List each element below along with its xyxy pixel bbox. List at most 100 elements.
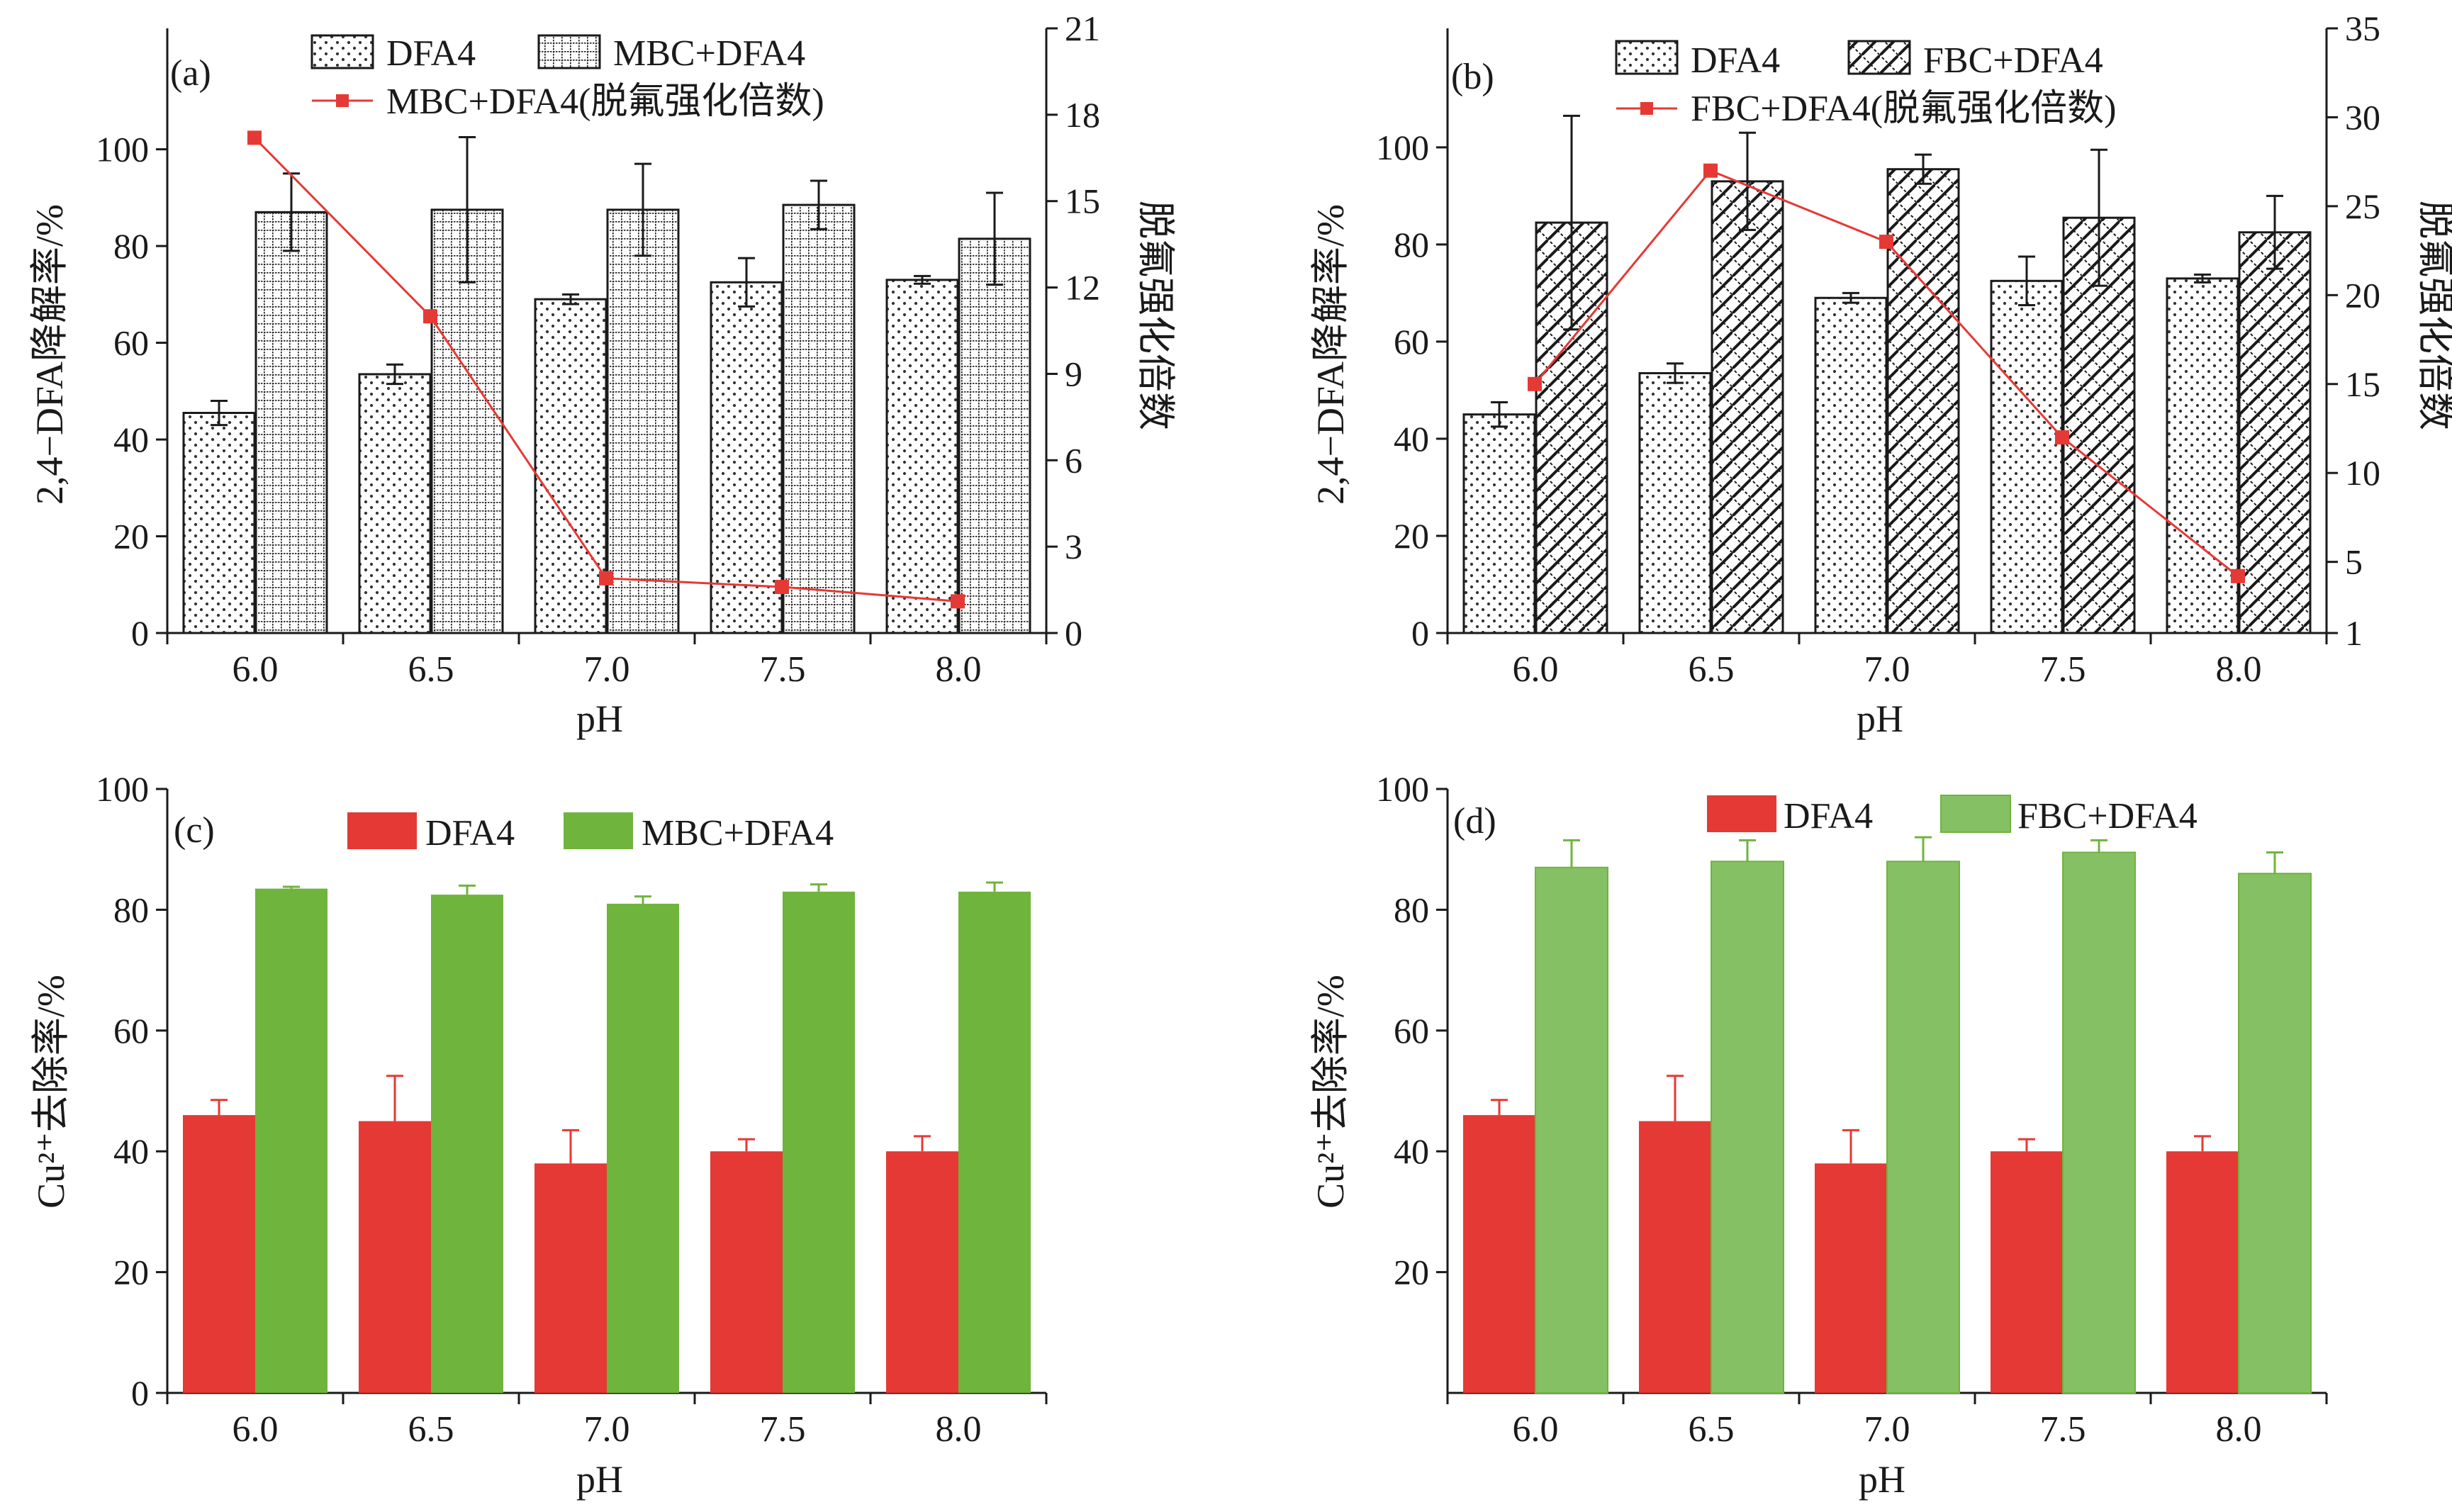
panel-d-label: (d) xyxy=(1453,801,1496,841)
bar xyxy=(2238,231,2312,634)
legend-swatch-dfa4 xyxy=(1707,795,1776,832)
legend-label-fbc-dfa4: FBC+DFA4 xyxy=(1923,40,2103,81)
y2-tick-label: 5 xyxy=(2345,542,2363,582)
y2-tick-label: 30 xyxy=(2345,97,2380,137)
x-tick-label: 6.5 xyxy=(408,649,454,690)
line-marker xyxy=(951,594,965,609)
y-tick-label: 40 xyxy=(1394,419,1429,459)
line-marker xyxy=(1879,235,1893,250)
y-tick-label: 0 xyxy=(131,1373,149,1413)
bar xyxy=(606,208,680,634)
y-tick-label: 80 xyxy=(1394,890,1429,929)
line-marker xyxy=(775,580,789,595)
bar xyxy=(710,1151,783,1393)
y2-tick-label: 9 xyxy=(1065,354,1082,393)
y2-tick-label: 15 xyxy=(1065,181,1100,221)
legend-swatch-dfa4 xyxy=(1615,40,1679,75)
bar xyxy=(359,1121,431,1393)
y-tick-label: 60 xyxy=(1394,322,1429,362)
line-marker xyxy=(423,309,437,324)
panel-a-y2-axis-title: 脱氟强化倍数 xyxy=(1134,201,1177,430)
panel-a-x-axis-title: pH xyxy=(576,698,623,740)
panel-b-x-axis-title: pH xyxy=(1857,698,1903,740)
bar xyxy=(534,1163,607,1393)
legend-label-dfa4: DFA4 xyxy=(1691,40,1780,81)
bar xyxy=(783,891,855,1393)
panel-a-label: (a) xyxy=(170,53,211,94)
panel-b-label: (b) xyxy=(1451,57,1494,97)
panel-c-x-axis-title: pH xyxy=(576,1458,623,1501)
x-tick-label: 7.0 xyxy=(1864,649,1910,690)
y-tick-label: 100 xyxy=(1376,128,1429,167)
panel-b: (b) 2,4−DFA降解率/% 脱氟强化倍数 pH DFA4 FBC+DFA4… xyxy=(1309,9,2452,740)
x-tick-label: 7.0 xyxy=(584,649,630,690)
bar xyxy=(607,903,679,1393)
y2-tick-label: 3 xyxy=(1065,527,1082,566)
bar xyxy=(2062,851,2136,1394)
line-marker xyxy=(1528,376,1542,391)
y-tick-label: 0 xyxy=(131,613,149,653)
bar xyxy=(2238,873,2312,1394)
y-tick-label: 40 xyxy=(113,1131,149,1171)
panel-b-y2-axis-title: 脱氟强化倍数 xyxy=(2414,201,2452,430)
panel-d-legend: DFA4 FBC+DFA4 xyxy=(1707,795,2198,836)
x-tick-label: 8.0 xyxy=(936,649,982,690)
x-tick-label: 6.5 xyxy=(408,1409,454,1450)
y2-tick-label: 25 xyxy=(2345,186,2380,226)
bar xyxy=(958,891,1031,1393)
legend-swatch-dfa4 xyxy=(310,34,374,69)
legend-swatch-marker xyxy=(1640,102,1653,115)
bar xyxy=(1463,1115,1535,1393)
legend-swatch-mbc-dfa4 xyxy=(537,34,601,69)
x-tick-label: 7.0 xyxy=(1864,1409,1910,1450)
bar xyxy=(2166,277,2239,634)
line-marker xyxy=(247,130,262,145)
bar xyxy=(1638,371,1712,634)
panel-d-plot: 20 40 60 80 100 6.0 6.5 7.0 7.5 8.0 xyxy=(1376,769,2328,1450)
panel-c-label: (c) xyxy=(174,810,215,851)
x-tick-label: 8.0 xyxy=(2216,1409,2262,1450)
y2-tick-label: 21 xyxy=(1065,9,1100,48)
x-tick-label: 8.0 xyxy=(936,1409,982,1450)
y-tick-label: 100 xyxy=(96,130,149,169)
bar xyxy=(431,895,503,1393)
y2-tick-label: 1 xyxy=(2345,613,2363,653)
legend-label-dfa4: DFA4 xyxy=(386,33,476,74)
y-tick-label: 60 xyxy=(113,1011,149,1051)
y-tick-label: 80 xyxy=(113,890,149,929)
y-tick-label: 100 xyxy=(96,769,149,809)
x-tick-label: 8.0 xyxy=(2216,649,2262,690)
x-tick-label: 7.5 xyxy=(2040,649,2086,690)
panel-b-y-axis-title: 2,4−DFA降解率/% xyxy=(1309,204,1352,505)
bar xyxy=(255,888,328,1393)
y2-tick-label: 35 xyxy=(2345,9,2380,48)
y-tick-label: 80 xyxy=(1394,225,1429,264)
y2-tick-label: 20 xyxy=(2345,275,2380,315)
bar xyxy=(182,412,256,634)
y2-tick-label: 12 xyxy=(1065,268,1100,308)
legend-label-mbc-dfa4: MBC+DFA4 xyxy=(642,813,834,853)
bar xyxy=(1711,180,1784,634)
x-tick-label: 6.5 xyxy=(1689,649,1735,690)
bar xyxy=(886,1151,958,1393)
legend-swatch-marker xyxy=(336,94,349,107)
bar xyxy=(1711,861,1784,1394)
x-tick-label: 7.5 xyxy=(760,1409,806,1450)
legend-swatch-fbc-dfa4 xyxy=(1847,40,1911,75)
y-tick-label: 20 xyxy=(1394,1253,1429,1292)
bar xyxy=(2166,1151,2239,1393)
bar xyxy=(710,281,783,634)
bar xyxy=(358,373,432,634)
panel-c-plot: 0 20 40 60 80 100 6.0 6.5 7.0 7.5 8.0 xyxy=(96,769,1048,1450)
bar xyxy=(430,208,504,634)
panel-a: (a) 2,4−DFA降解率/% 脱氟强化倍数 pH DFA4 MBC+DFA4… xyxy=(28,9,1177,740)
legend-swatch-mbc-dfa4 xyxy=(564,812,633,849)
y-tick-label: 20 xyxy=(113,517,149,556)
line-marker xyxy=(599,571,613,586)
x-tick-label: 6.5 xyxy=(1689,1409,1735,1450)
y2-tick-label: 0 xyxy=(1065,613,1082,653)
bar xyxy=(1462,413,1536,634)
x-tick-label: 7.0 xyxy=(584,1409,630,1450)
